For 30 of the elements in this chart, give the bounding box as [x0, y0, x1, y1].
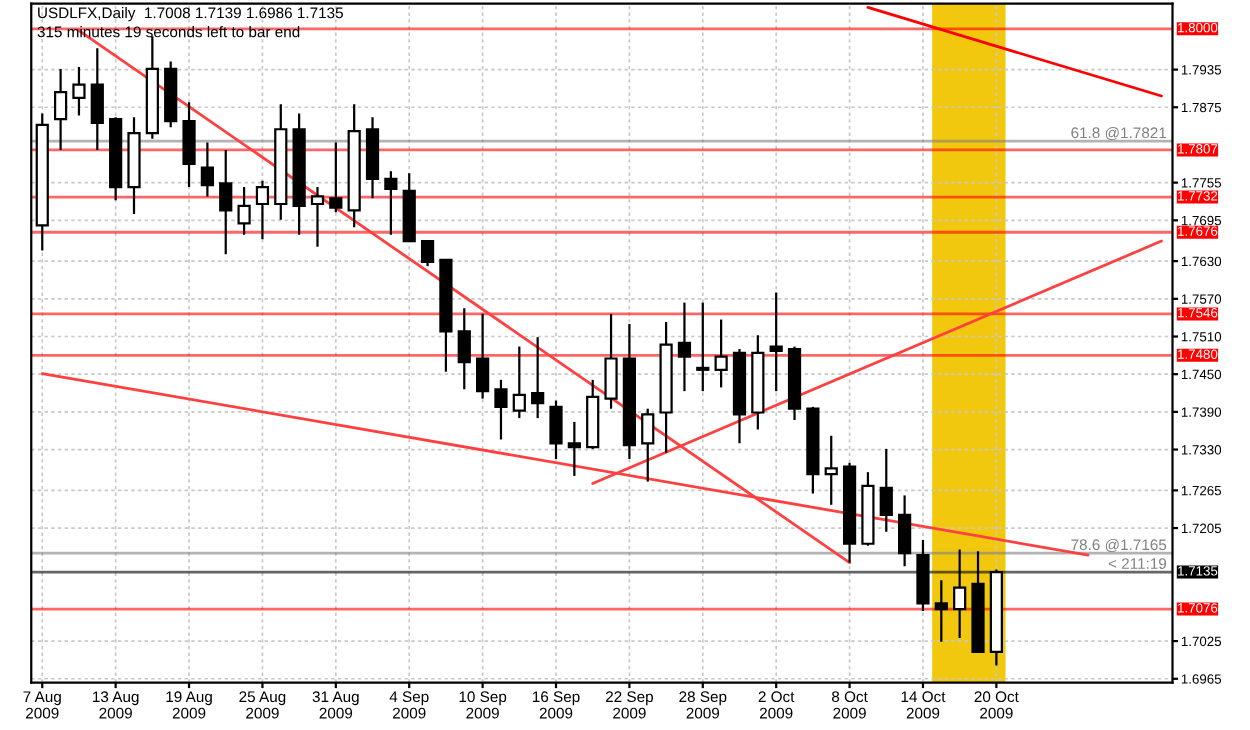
candlestick — [641, 407, 655, 483]
candlestick — [824, 434, 838, 506]
candlestick — [457, 307, 471, 391]
candlestick — [531, 336, 545, 420]
candlestick — [237, 185, 251, 236]
candlestick — [329, 141, 343, 214]
candlestick — [696, 301, 710, 393]
candlestick — [567, 420, 581, 478]
candlestick — [310, 185, 325, 248]
candlestick — [879, 447, 893, 533]
candlestick — [420, 239, 435, 268]
candlestick — [494, 378, 508, 441]
candlestick — [898, 494, 912, 568]
candlestick — [255, 179, 270, 241]
candlestick — [549, 399, 563, 461]
candlestick — [953, 548, 967, 640]
candlestick — [476, 312, 490, 400]
candlestick — [200, 141, 215, 198]
candlestick — [512, 345, 526, 420]
candlestick — [182, 101, 196, 189]
candlestick — [384, 170, 398, 236]
candlestick — [769, 291, 783, 393]
candlestick — [53, 67, 68, 152]
candlestick — [72, 65, 86, 117]
candlestick — [677, 301, 692, 393]
candlestick — [219, 148, 233, 256]
candlestick — [714, 318, 728, 389]
candlestick — [90, 47, 104, 152]
candlestick — [934, 579, 948, 643]
candlestick — [604, 312, 618, 410]
